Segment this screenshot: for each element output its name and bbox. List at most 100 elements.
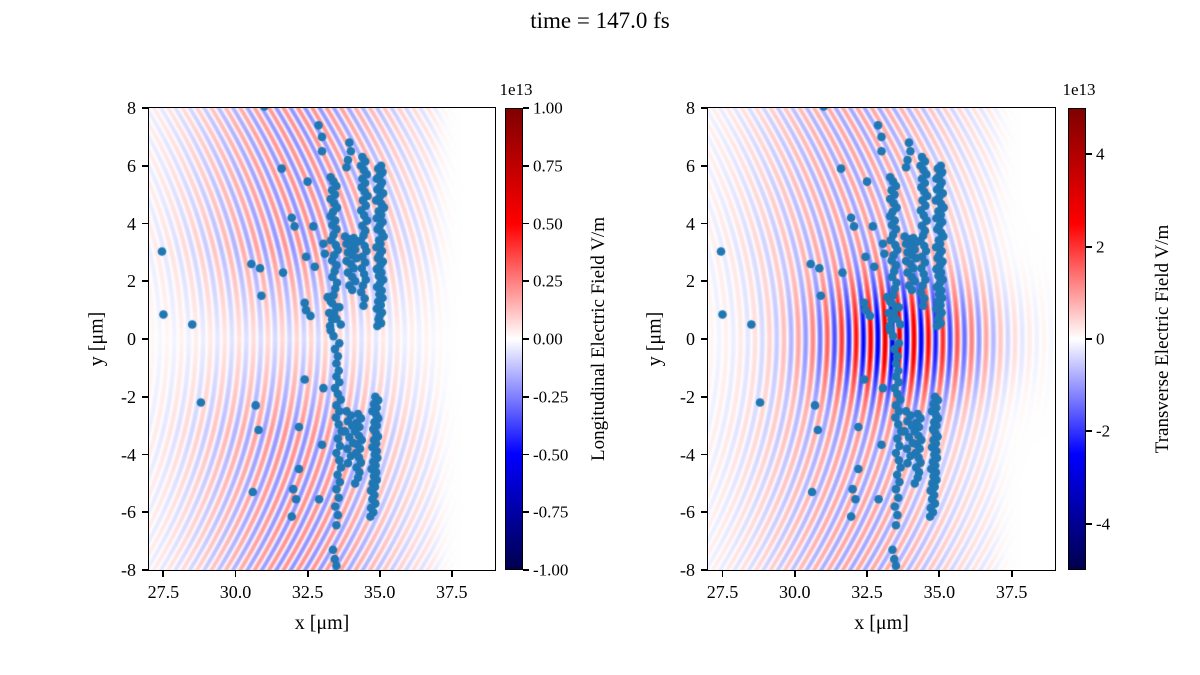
colorbar-tick-mark <box>523 164 529 167</box>
y-tick-label: 8 <box>686 98 695 118</box>
colorbar-tick-label: 0.75 <box>533 156 563 176</box>
colorbar-label-transverse: Transverse Electric Field V/m <box>1152 224 1173 454</box>
y-tick-label: 0 <box>127 329 136 349</box>
x-tick-mark <box>793 570 796 577</box>
y-tick-label: 2 <box>686 271 695 292</box>
y-tick-label: -6 <box>121 502 136 523</box>
x-tick-label: 27.5 <box>147 582 180 602</box>
x-tick-mark <box>866 570 868 577</box>
y-tick-mark <box>142 164 149 167</box>
x-tick-label: 35.0 <box>363 582 396 602</box>
xlabel-longitudinal: x [μm] <box>294 612 350 634</box>
xlabel-transverse: x [μm] <box>854 612 909 634</box>
colorbar-tick-mark <box>523 338 529 340</box>
field-canvas-transverse <box>708 108 1055 570</box>
colorbar-gradient-longitudinal <box>505 108 523 570</box>
y-tick-label: 6 <box>686 155 695 176</box>
y-tick-label: 2 <box>127 271 136 292</box>
x-tick-mark <box>450 570 453 577</box>
y-tick-label: 4 <box>127 213 136 234</box>
colorbar-transverse <box>1068 108 1086 570</box>
x-tick-label: 32.5 <box>291 582 324 602</box>
y-tick-label: 8 <box>127 98 136 118</box>
y-tick-label: -8 <box>121 560 136 580</box>
x-tick-label: 30.0 <box>779 582 811 602</box>
y-tick-mark <box>701 511 708 514</box>
x-tick-mark <box>378 570 381 577</box>
x-tick-label: 37.5 <box>995 582 1028 602</box>
y-tick-mark <box>701 280 708 283</box>
y-tick-label: -4 <box>680 444 695 465</box>
x-tick-mark <box>162 570 165 577</box>
y-tick-label: -2 <box>121 386 136 407</box>
y-tick-label: 0 <box>686 329 695 349</box>
colorbar-tick-label: 0.25 <box>533 271 563 291</box>
field-canvas-longitudinal <box>149 108 495 570</box>
colorbar-tick-mark <box>523 453 529 456</box>
y-tick-label: -6 <box>680 502 695 523</box>
y-tick-label: 4 <box>686 213 695 234</box>
y-tick-mark <box>142 453 149 456</box>
colorbar-tick-label: -0.50 <box>533 445 569 464</box>
y-tick-label: 6 <box>127 155 136 176</box>
colorbar-tick-label: 4 <box>1096 144 1105 164</box>
colorbar-tick-label: 0.50 <box>533 214 563 233</box>
x-tick-mark <box>938 570 941 577</box>
colorbar-tick-mark <box>523 511 529 514</box>
x-tick-mark <box>721 570 724 577</box>
colorbar-tick-mark <box>1086 153 1092 156</box>
colorbar-gradient-transverse <box>1068 108 1086 570</box>
y-tick-label: -8 <box>680 560 695 580</box>
y-tick-mark <box>142 107 149 109</box>
colorbar-tick-mark <box>1086 522 1092 525</box>
y-tick-mark <box>701 222 708 225</box>
y-tick-mark <box>701 107 708 109</box>
colorbar-tick-mark <box>1086 338 1092 340</box>
y-tick-label: -2 <box>680 386 695 407</box>
y-tick-label: -4 <box>121 444 136 465</box>
colorbar-tick-label: 1.00 <box>533 98 563 118</box>
y-tick-mark <box>142 511 149 514</box>
x-tick-label: 30.0 <box>219 582 252 602</box>
colorbar-tick-mark <box>1086 430 1092 433</box>
ylabel-transverse: y [μm] <box>643 311 666 367</box>
x-tick-label: 35.0 <box>923 582 956 602</box>
colorbar-label-longitudinal: Longitudinal Electric Field V/m <box>588 217 609 461</box>
x-tick-label: 32.5 <box>851 582 883 602</box>
y-tick-mark <box>142 222 149 225</box>
colorbar-tick-mark <box>1086 245 1092 248</box>
x-tick-label: 37.5 <box>436 582 468 602</box>
x-tick-mark <box>234 570 237 577</box>
colorbar-tick-mark <box>523 395 529 398</box>
colorbar-tick-label: -4 <box>1096 514 1111 534</box>
colorbar-longitudinal <box>505 108 523 570</box>
y-tick-mark <box>701 395 708 398</box>
colorbar-tick-mark <box>523 222 529 225</box>
colorbar-tick-mark <box>523 107 529 109</box>
colorbar-tick-label: 0 <box>1096 329 1105 349</box>
y-tick-mark <box>142 395 149 398</box>
colorbar-tick-label: -0.75 <box>533 502 569 522</box>
y-tick-mark <box>142 569 149 571</box>
colorbar-offset-transverse: 1e13 <box>1062 80 1096 99</box>
colorbar-tick-label: -1.00 <box>533 560 569 580</box>
x-tick-label: 27.5 <box>706 582 739 602</box>
y-tick-mark <box>701 164 708 167</box>
y-tick-mark <box>142 338 149 340</box>
y-tick-mark <box>701 569 708 571</box>
colorbar-tick-label: -2 <box>1096 421 1111 441</box>
y-tick-mark <box>701 453 708 456</box>
colorbar-offset-longitudinal: 1e13 <box>499 80 533 99</box>
colorbar-tick-label: 0.00 <box>533 329 563 349</box>
x-tick-mark <box>1010 570 1013 577</box>
x-tick-mark <box>306 570 309 577</box>
colorbar-tick-mark <box>523 280 529 283</box>
figure-title: time = 147.0 fs <box>530 8 670 33</box>
colorbar-tick-label: 2 <box>1096 237 1105 257</box>
y-tick-mark <box>142 280 149 283</box>
y-tick-mark <box>701 338 708 340</box>
ylabel-longitudinal: y [μm] <box>85 311 108 367</box>
colorbar-tick-label: -0.25 <box>533 387 569 407</box>
colorbar-tick-mark <box>523 569 529 571</box>
